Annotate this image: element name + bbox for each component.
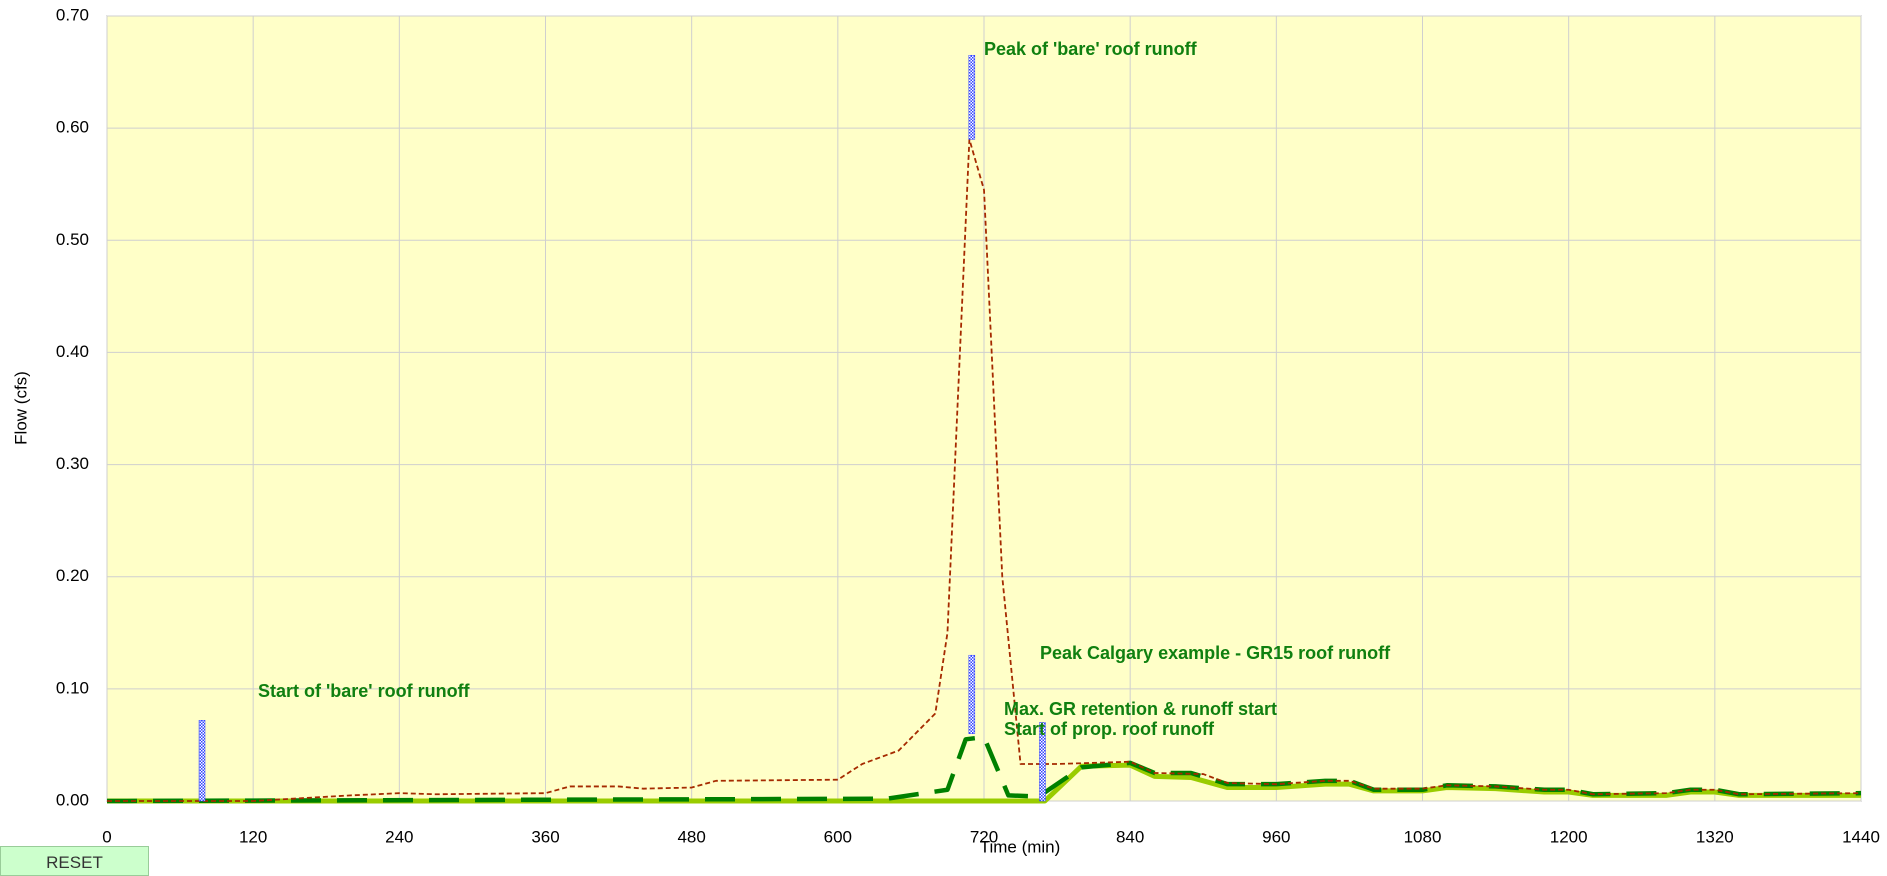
y-tick-label: 0.10 bbox=[56, 678, 89, 697]
reset-button[interactable]: RESET bbox=[0, 846, 149, 876]
marker-bar bbox=[1039, 722, 1046, 802]
x-tick-label: 1200 bbox=[1550, 827, 1588, 846]
x-tick-label: 1440 bbox=[1842, 827, 1880, 846]
x-tick-label: 840 bbox=[1116, 827, 1144, 846]
y-tick-label: 0.30 bbox=[56, 454, 89, 473]
x-tick-label: 480 bbox=[677, 827, 705, 846]
x-tick-label: 0 bbox=[102, 827, 111, 846]
x-tick-label: 360 bbox=[531, 827, 559, 846]
series-line bbox=[107, 138, 1862, 802]
x-axis-label: Time (min) bbox=[980, 837, 1061, 856]
marker-bar bbox=[198, 720, 206, 802]
y-tick-label: 0.40 bbox=[56, 342, 89, 361]
y-tick-label: 0.00 bbox=[56, 790, 89, 809]
y-tick-label: 0.20 bbox=[56, 566, 89, 585]
marker-bar bbox=[968, 55, 976, 140]
y-axis-label: Flow (cfs) bbox=[11, 371, 30, 445]
annotation: Start of 'bare' roof runoff bbox=[258, 681, 470, 701]
annotation: Max. GR retention & runoff start bbox=[1004, 699, 1278, 719]
x-tick-label: 1080 bbox=[1404, 827, 1442, 846]
annotation: Start of prop. roof runoff bbox=[1004, 719, 1214, 739]
y-tick-label: 0.50 bbox=[56, 230, 89, 249]
y-tick-label: 0.60 bbox=[56, 118, 89, 137]
annotation: Peak of 'bare' roof runoff bbox=[984, 39, 1197, 59]
y-tick-label: 0.70 bbox=[56, 5, 89, 24]
marker-bar bbox=[968, 654, 976, 734]
x-tick-label: 600 bbox=[824, 827, 852, 846]
x-tick-label: 120 bbox=[239, 827, 267, 846]
annotation: Peak Calgary example - GR15 roof runoff bbox=[1040, 643, 1391, 663]
x-tick-label: 720 bbox=[970, 827, 998, 846]
x-tick-label: 240 bbox=[385, 827, 413, 846]
x-tick-label: 960 bbox=[1262, 827, 1290, 846]
x-tick-label: 1320 bbox=[1696, 827, 1734, 846]
